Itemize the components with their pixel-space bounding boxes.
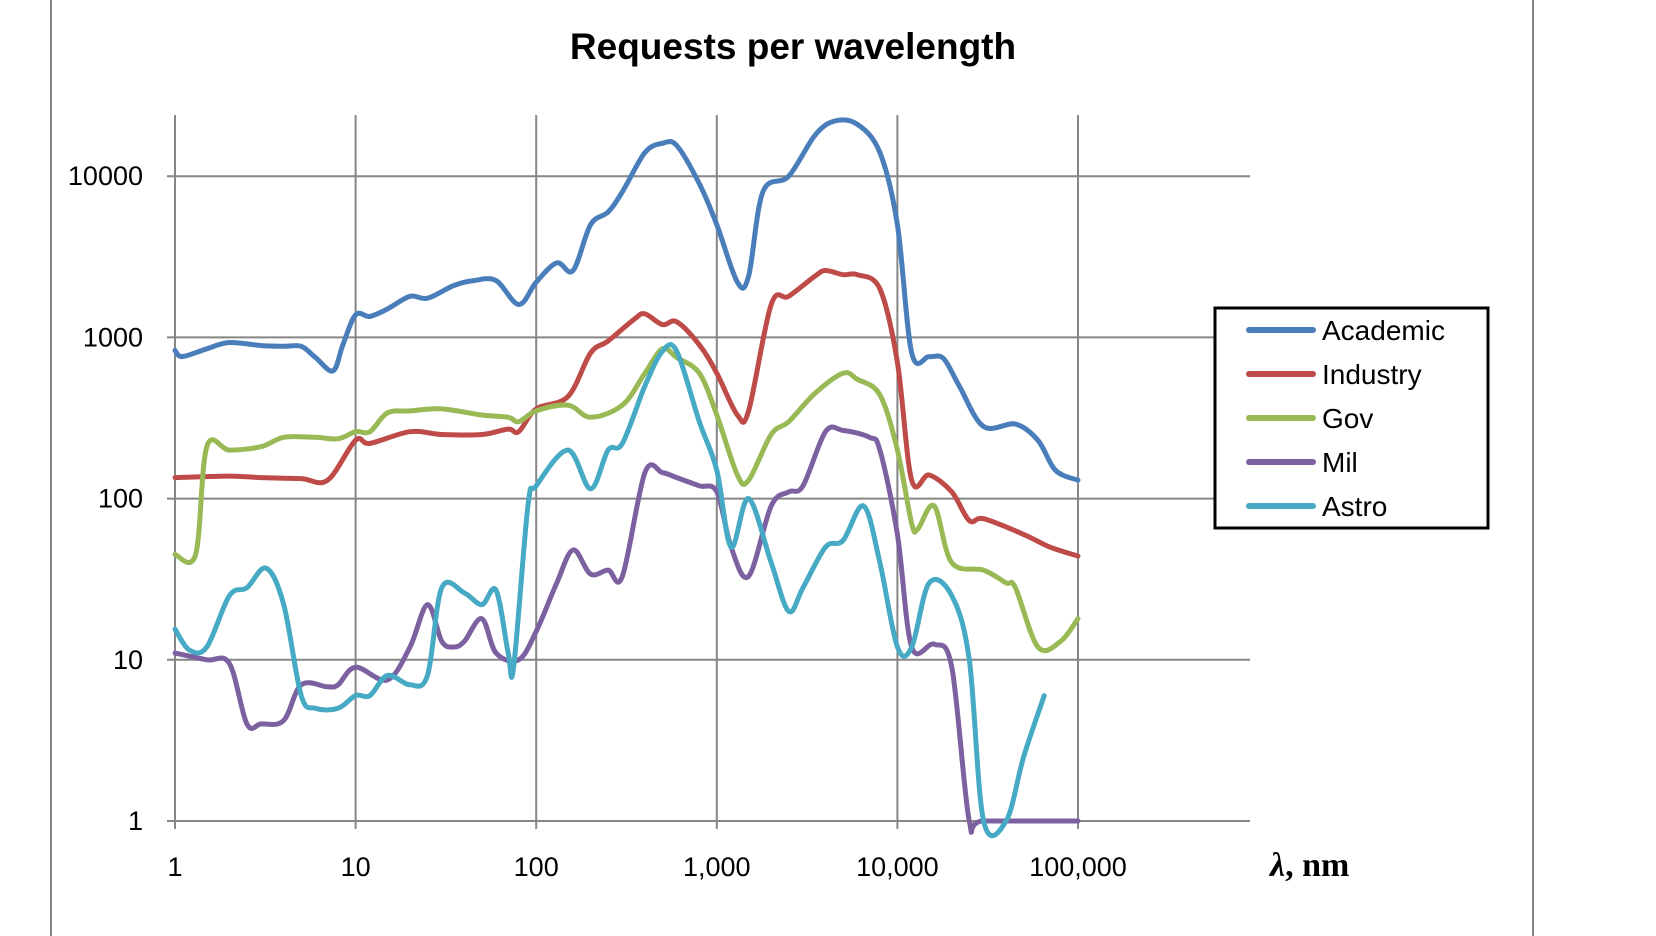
- legend: Academic Industry Gov Mil Astro: [1213, 306, 1490, 530]
- x-axis-label-symbol: λ: [1268, 847, 1285, 884]
- y-tick-label: 10: [113, 645, 143, 675]
- y-tick-label: 1000: [83, 322, 143, 352]
- y-tick-label: 100: [98, 484, 143, 514]
- y-axis-ticks: 1 10 100 1000 10000: [68, 161, 143, 836]
- legend-label-astro: Astro: [1322, 491, 1387, 522]
- series-line-astro: [172, 342, 1047, 839]
- x-axis-label: λ, nm: [1268, 847, 1349, 884]
- series-line-industry: [172, 268, 1081, 559]
- x-axis-ticks: 1 10 100 1,000 10,000 100,000: [167, 852, 1126, 882]
- legend-label-mil: Mil: [1322, 447, 1358, 478]
- y-tick-label: 1: [128, 806, 143, 836]
- legend-label-academic: Academic: [1322, 315, 1445, 346]
- x-tick-label: 10: [341, 852, 371, 882]
- x-tick-label: 1: [167, 852, 182, 882]
- series-line-academic: [172, 117, 1081, 483]
- chart-title: Requests per wavelength: [570, 26, 1016, 67]
- x-axis-label-unit: , nm: [1285, 847, 1349, 884]
- series-line-gov: [172, 345, 1081, 654]
- legend-label-industry: Industry: [1322, 359, 1422, 390]
- y-tick-label: 10000: [68, 161, 143, 191]
- x-tick-label: 10,000: [856, 852, 939, 882]
- series-line-mil: [172, 424, 1081, 835]
- x-tick-label: 100,000: [1029, 852, 1127, 882]
- x-tick-label: 100: [514, 852, 559, 882]
- x-tick-label: 1,000: [683, 852, 751, 882]
- legend-label-gov: Gov: [1322, 403, 1373, 434]
- series-lines: [172, 117, 1081, 839]
